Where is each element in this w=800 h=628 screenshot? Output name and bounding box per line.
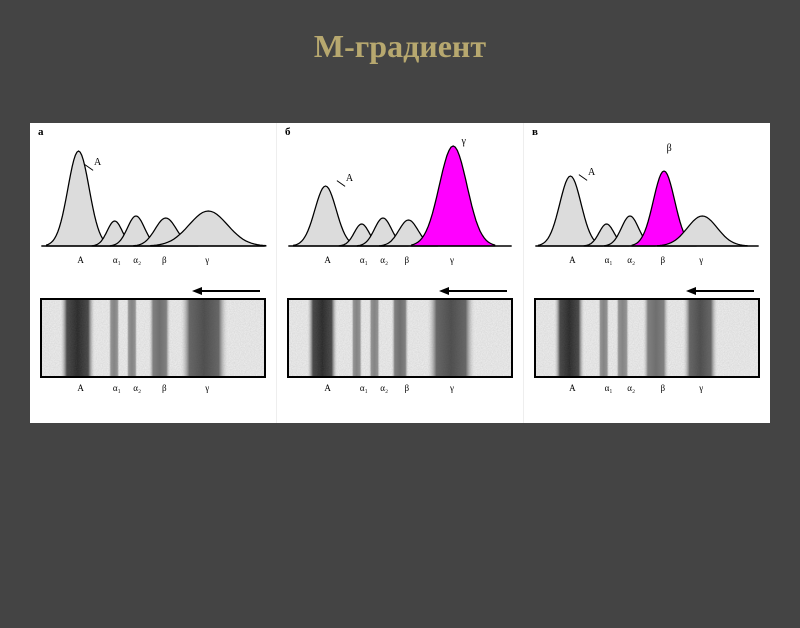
figure-container: аААα₁α₂βγ [30, 123, 770, 423]
migration-arrow-icon [439, 283, 509, 293]
fraction-label: γ [205, 255, 209, 265]
fraction-label: β [661, 383, 666, 393]
spike-label: β [667, 143, 672, 154]
fraction-label: γ [450, 383, 454, 393]
fraction-label: α₂ [627, 255, 635, 265]
migration-arrow-icon [686, 283, 756, 293]
albumin-annotation: А [94, 157, 101, 168]
panel-б: бАγАα₁α₂βγ [277, 123, 524, 423]
albumin-annotation: А [588, 167, 595, 178]
gel-strip [40, 298, 266, 378]
fraction-label: А [569, 255, 576, 265]
fraction-label: γ [699, 383, 703, 393]
fraction-label: α₂ [133, 383, 141, 393]
migration-arrow-icon [192, 283, 262, 293]
gel-fraction-labels: Аα₁ α₂ β γ [534, 383, 760, 397]
fraction-label: α₁ [113, 383, 121, 393]
fraction-label: β [404, 255, 409, 265]
panel-в: вАβАα₁α₂βγ [524, 123, 770, 423]
fraction-label: β [404, 383, 409, 393]
fraction-label: α₁ [360, 383, 368, 393]
gel-strip [287, 298, 513, 378]
fraction-label: γ [205, 383, 209, 393]
electropherogram-curve [283, 131, 517, 251]
fraction-label: А [77, 255, 84, 265]
fraction-label: γ [699, 255, 703, 265]
fraction-label: β [162, 255, 167, 265]
fraction-label: А [77, 383, 84, 393]
electropherogram-curve [530, 131, 764, 251]
fraction-label: α₁ [360, 255, 368, 265]
fraction-label: α₁ [605, 383, 613, 393]
fraction-label: α₂ [627, 383, 635, 393]
fraction-labels: Аα₁ α₂ β γ [287, 255, 513, 269]
fraction-label: β [661, 255, 666, 265]
fraction-label: γ [450, 255, 454, 265]
panel-а: аААα₁α₂βγ [30, 123, 277, 423]
gel-fraction-labels: Аα₁ α₂ β γ [40, 383, 266, 397]
title-text: М-градиент [314, 28, 486, 64]
gel-fraction-labels: Аα₁ α₂ β γ [287, 383, 513, 397]
slide-title: М-градиент [0, 28, 800, 65]
electropherogram-curve [36, 131, 270, 251]
fraction-labels: Аα₁ α₂ β γ [534, 255, 760, 269]
fraction-label: α₂ [133, 255, 141, 265]
spike-label: γ [462, 136, 466, 147]
gel-strip [534, 298, 760, 378]
fraction-label: А [324, 383, 331, 393]
fraction-label: α₁ [113, 255, 121, 265]
fraction-label: α₁ [605, 255, 613, 265]
albumin-annotation: А [346, 173, 353, 184]
fraction-label: α₂ [380, 383, 388, 393]
fraction-label: А [324, 255, 331, 265]
fraction-label: β [162, 383, 167, 393]
fraction-label: α₂ [380, 255, 388, 265]
fraction-label: А [569, 383, 576, 393]
fraction-labels: Аα₁ α₂ β γ [40, 255, 266, 269]
